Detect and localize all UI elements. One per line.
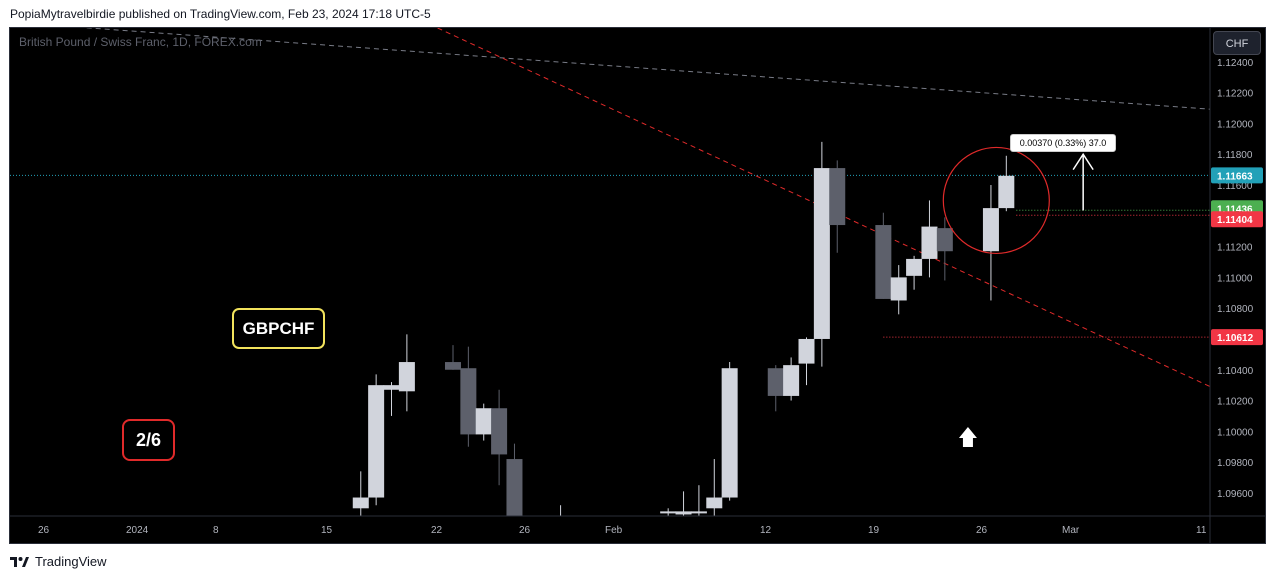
price-label: 1.11436 <box>1217 204 1253 215</box>
y-tick-label: 1.10800 <box>1217 304 1254 315</box>
candle <box>491 408 508 455</box>
candle <box>383 385 400 390</box>
x-tick-label: 26 <box>519 525 531 536</box>
x-tick-label: 26 <box>976 525 988 536</box>
footer: TradingView <box>10 554 107 569</box>
candle <box>906 258 923 276</box>
publisher-header: PopiaMytravelbirdie published on Trading… <box>10 7 431 21</box>
y-tick-label: 1.12200 <box>1217 89 1254 100</box>
candle <box>921 226 938 259</box>
candle <box>813 168 830 339</box>
y-tick-label: 1.10000 <box>1217 427 1254 438</box>
y-tick-label: 1.11000 <box>1217 273 1253 284</box>
y-tick-label: 1.12000 <box>1217 119 1254 130</box>
y-tick-label: 1.10200 <box>1217 397 1254 408</box>
y-tick-label: 1.11600 <box>1217 181 1253 192</box>
price-label-bg <box>1211 329 1263 346</box>
candlestick-chart[interactable]: 1.09600 1.09800 1.10000 1.10200 1.10400 1.106… <box>10 28 1265 543</box>
candle <box>783 365 800 396</box>
candle <box>875 225 892 299</box>
chart-panel[interactable]: 1.09600 1.09800 1.10000 1.10200 1.10400 1.106… <box>9 27 1266 544</box>
candle <box>660 511 677 514</box>
candle <box>798 338 815 364</box>
x-tick-label: 19 <box>868 525 880 536</box>
candle <box>444 362 461 370</box>
candle <box>829 168 846 226</box>
candle <box>936 228 953 252</box>
candle <box>890 277 907 301</box>
candle <box>998 175 1015 209</box>
x-tick-label: 15 <box>321 525 333 536</box>
x-tick-label: 2024 <box>126 525 149 536</box>
candle <box>690 511 707 514</box>
candle <box>982 208 999 252</box>
candle <box>767 368 784 396</box>
x-tick-label: 8 <box>213 525 219 536</box>
x-tick-label: 11 <box>1196 525 1207 536</box>
candle <box>706 497 723 509</box>
white-up-arrow-icon <box>958 427 977 448</box>
x-tick-label: 12 <box>760 525 772 536</box>
highlight-circle <box>942 146 1050 255</box>
measure-label: 0.00370 (0.33%) 37.0 <box>1010 134 1116 152</box>
x-tick-label: Feb <box>605 525 623 536</box>
tradingview-logo-icon <box>10 556 29 567</box>
candle <box>352 497 369 509</box>
y-tick-label: 1.09800 <box>1217 458 1254 469</box>
long-trendline <box>83 28 1210 110</box>
red-trendline <box>437 28 1210 388</box>
candle <box>506 459 523 516</box>
x-tick-label: 22 <box>431 525 443 536</box>
plot-area <box>10 28 1210 516</box>
x-tick-label: Mar <box>1062 525 1080 536</box>
candle <box>721 368 738 498</box>
y-tick-label: 1.12400 <box>1217 58 1254 69</box>
up-arrow-annotation-icon <box>1072 152 1094 171</box>
price-label-bg <box>1211 211 1263 228</box>
x-tick-label: 26 <box>38 525 50 536</box>
y-tick-label: 1.11200 <box>1217 243 1253 254</box>
candle <box>675 511 692 515</box>
price-label: 1.11404 <box>1217 215 1253 226</box>
price-label-bg <box>1211 167 1263 184</box>
y-tick-label: 1.11800 <box>1217 150 1253 161</box>
y-tick-label: 1.09600 <box>1217 489 1254 500</box>
price-label: 1.11663 <box>1217 171 1253 182</box>
currency-button[interactable]: CHF <box>1213 31 1261 55</box>
candle <box>368 385 385 498</box>
candle <box>475 408 492 435</box>
symbol-title: British Pound / Swiss Franc, 1D, FOREX.c… <box>19 35 262 49</box>
price-label: 1.10612 <box>1217 333 1254 344</box>
footer-brand: TradingView <box>35 554 107 569</box>
y-tick-label: 1.10400 <box>1217 366 1254 377</box>
pair-badge: GBPCHF <box>232 308 325 349</box>
candle <box>460 368 477 435</box>
count-badge: 2/6 <box>122 419 175 461</box>
candle <box>398 362 415 392</box>
